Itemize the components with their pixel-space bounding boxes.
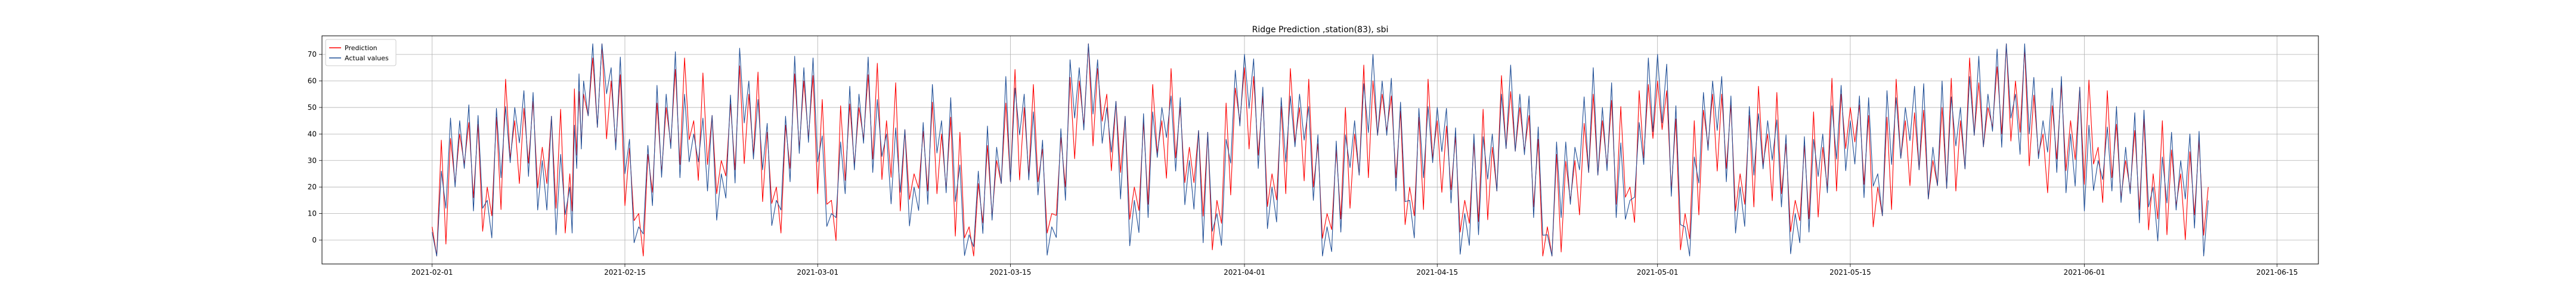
x-tick-label: 2021-02-01 [411, 268, 453, 277]
y-tick-label: 10 [308, 210, 317, 218]
chart-title: Ridge Prediction ,station(83), sbi [1252, 25, 1389, 35]
legend: Prediction Actual values [325, 39, 397, 66]
plot-frame [321, 35, 2319, 265]
plot-area: 0 10 20 30 40 50 60 70 2021-02-01 2021-02-15 2021-… [308, 35, 2319, 277]
series-line-prediction [432, 43, 2209, 257]
y-tick-label: 50 [308, 103, 317, 112]
x-tick-label: 2021-06-15 [2256, 268, 2298, 277]
y-tick-label: 30 [308, 156, 317, 165]
x-tick-label: 2021-04-15 [1416, 268, 1458, 277]
x-tick-label: 2021-02-15 [604, 268, 646, 277]
y-tick-label: 40 [308, 130, 317, 138]
x-tick-label: 2021-03-15 [990, 268, 1032, 277]
legend-box [325, 39, 397, 66]
y-tick-label: 0 [312, 236, 317, 244]
x-tick-label: 2021-05-01 [1637, 268, 1679, 277]
x-tick-label: 2021-04-01 [1224, 268, 1265, 277]
series-line-actual [432, 43, 2209, 257]
y-tick-label: 20 [308, 183, 317, 191]
x-tick-label: 2021-05-15 [1829, 268, 1871, 277]
y-tick-label: 60 [308, 77, 317, 85]
legend-label: Prediction [345, 44, 377, 52]
legend-label: Actual values [345, 54, 389, 62]
x-tick-label: 2021-06-01 [2064, 268, 2106, 277]
x-tick-label: 2021-03-01 [797, 268, 838, 277]
y-tick-label: 70 [308, 50, 317, 59]
